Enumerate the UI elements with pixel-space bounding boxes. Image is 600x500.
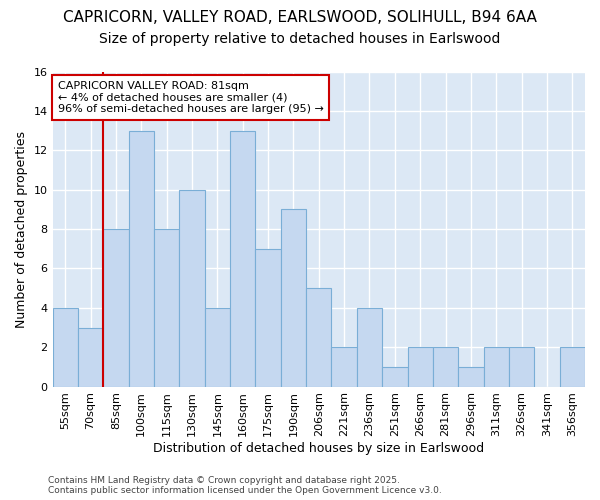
Bar xyxy=(53,308,78,386)
Bar xyxy=(78,328,103,386)
Bar xyxy=(382,367,407,386)
Bar xyxy=(560,347,585,387)
Text: Size of property relative to detached houses in Earlswood: Size of property relative to detached ho… xyxy=(100,32,500,46)
Bar xyxy=(154,229,179,386)
Bar xyxy=(256,248,281,386)
Bar xyxy=(205,308,230,386)
Bar xyxy=(509,347,534,387)
Bar xyxy=(407,347,433,387)
Bar xyxy=(103,229,128,386)
X-axis label: Distribution of detached houses by size in Earlswood: Distribution of detached houses by size … xyxy=(153,442,484,455)
Bar xyxy=(484,347,509,387)
Bar xyxy=(306,288,331,386)
Bar xyxy=(331,347,357,387)
Bar xyxy=(458,367,484,386)
Text: CAPRICORN VALLEY ROAD: 81sqm
← 4% of detached houses are smaller (4)
96% of semi: CAPRICORN VALLEY ROAD: 81sqm ← 4% of det… xyxy=(58,81,324,114)
Bar xyxy=(230,130,256,386)
Bar xyxy=(433,347,458,387)
Bar xyxy=(357,308,382,386)
Bar xyxy=(179,190,205,386)
Bar xyxy=(281,210,306,386)
Text: Contains HM Land Registry data © Crown copyright and database right 2025.
Contai: Contains HM Land Registry data © Crown c… xyxy=(48,476,442,495)
Bar xyxy=(128,130,154,386)
Text: CAPRICORN, VALLEY ROAD, EARLSWOOD, SOLIHULL, B94 6AA: CAPRICORN, VALLEY ROAD, EARLSWOOD, SOLIH… xyxy=(63,10,537,25)
Y-axis label: Number of detached properties: Number of detached properties xyxy=(15,130,28,328)
